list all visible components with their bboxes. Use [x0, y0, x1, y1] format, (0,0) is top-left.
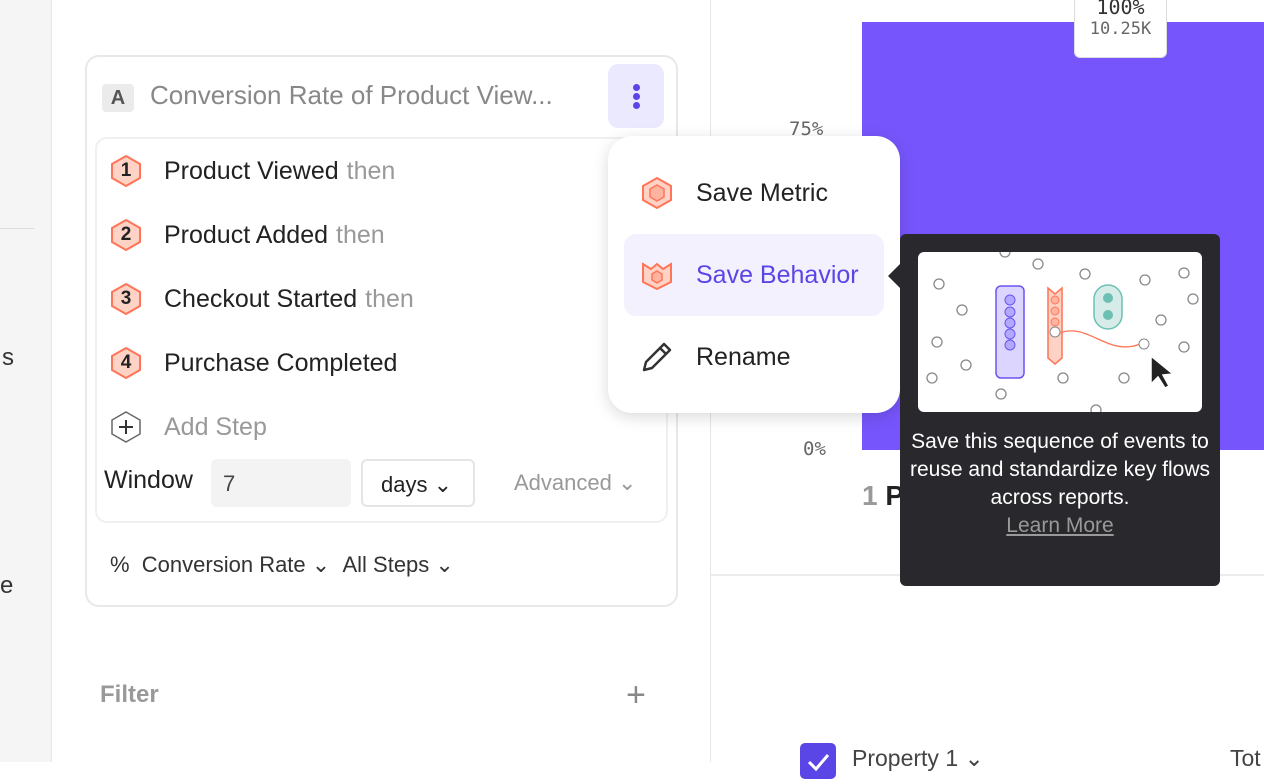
step-suffix: then [336, 220, 385, 249]
save-behavior-tooltip: Save this sequence of events to reuse an… [888, 234, 1220, 586]
tooltip-text: Save this sequence of events to reuse an… [910, 430, 1210, 509]
illustration-graphic [926, 252, 1199, 412]
step-number-hex-icon: 3 [110, 282, 142, 316]
chevron-down-icon: ⌄ [964, 745, 984, 771]
measure-value: Conversion Rate [141, 552, 306, 577]
bar-percent: 100% [1096, 0, 1145, 19]
x-axis-label: 1 P [862, 480, 905, 511]
menu-item-label: Save Metric [696, 178, 828, 207]
property-checkbox[interactable] [800, 743, 836, 779]
window-label: Window [104, 466, 193, 494]
bar-data-label: 100% 10.25K [1074, 0, 1167, 58]
add-step-button[interactable]: Add Step [110, 407, 267, 447]
percent-icon: % [110, 552, 130, 577]
step-number-hex-icon: 1 [110, 154, 142, 188]
y-tick-label: 0% [803, 438, 826, 460]
step-item[interactable]: 2 Product Added then [110, 215, 385, 255]
step-item[interactable]: 1 Product Viewed then [110, 151, 395, 191]
window-unit-select[interactable]: days ⌄ [361, 459, 475, 507]
options-menu: Save Metric Save Behavior Rename [608, 136, 900, 413]
learn-more-link[interactable]: Learn More [1006, 514, 1114, 537]
sidebar-item-cut[interactable]: e [0, 572, 14, 599]
property-column-header[interactable]: Property 1 ⌄ [852, 745, 984, 772]
step-number-hex-icon: 2 [110, 218, 142, 252]
window-input[interactable]: 7 [211, 459, 351, 507]
metric-letter-badge: A [102, 84, 134, 112]
property-label: Property 1 [852, 745, 959, 771]
filter-heading: Filter [100, 681, 159, 708]
step-suffix: then [346, 156, 396, 185]
step-name: Checkout Started [164, 284, 358, 313]
advanced-toggle[interactable]: Advanced ⌄ [514, 470, 636, 496]
chevron-down-icon: ⌄ [617, 470, 637, 495]
y-tick-label: 75% [789, 118, 824, 140]
step-item[interactable]: 3 Checkout Started then [110, 279, 414, 319]
step-name: Purchase Completed [164, 348, 398, 377]
step-name: Product Viewed [164, 156, 339, 185]
chevron-down-icon: ⌄ [311, 552, 331, 577]
advanced-label: Advanced [514, 470, 612, 495]
menu-item-rename[interactable]: Rename [624, 316, 884, 398]
metric-hex-icon [640, 176, 674, 210]
window-unit-value: days [381, 472, 428, 497]
steps-filter-select[interactable]: All Steps [342, 552, 430, 577]
kebab-icon [633, 84, 640, 91]
menu-item-save-metric[interactable]: Save Metric [624, 152, 884, 234]
step-number-hex-icon: 4 [110, 346, 142, 380]
menu-item-label: Save Behavior [696, 260, 859, 289]
behavior-illustration [918, 252, 1202, 412]
step-name: Product Added [164, 220, 329, 249]
add-step-label: Add Step [164, 412, 267, 441]
measure-select[interactable]: % Conversion Rate ⌄ All Steps ⌄ [110, 552, 454, 578]
metric-card [85, 55, 678, 607]
menu-item-save-behavior[interactable]: Save Behavior [624, 234, 884, 316]
pencil-icon [640, 340, 674, 374]
metric-title[interactable]: Conversion Rate of Product View... [150, 80, 553, 110]
bar-count: 10.25K [1089, 19, 1152, 39]
sidebar-divider [0, 228, 34, 229]
step-item[interactable]: 4 Purchase Completed [110, 343, 397, 383]
menu-item-label: Rename [696, 342, 791, 371]
more-options-button[interactable] [608, 64, 664, 128]
sidebar-item-cut[interactable]: s [2, 344, 14, 371]
total-column-header: Tot [1230, 745, 1261, 771]
behavior-icon [640, 260, 674, 290]
step-suffix: then [365, 284, 414, 313]
add-filter-button[interactable]: + [626, 676, 646, 714]
chevron-down-icon: ⌄ [433, 472, 453, 497]
chevron-down-icon: ⌄ [435, 552, 454, 577]
plus-hex-icon [110, 410, 142, 444]
checkmark-icon [807, 754, 830, 772]
sidebar: s e [0, 0, 52, 762]
